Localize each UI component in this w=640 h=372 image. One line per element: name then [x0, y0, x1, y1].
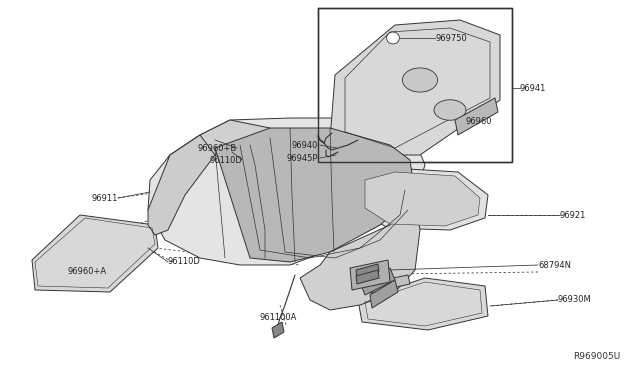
Polygon shape [148, 118, 425, 265]
Text: 96941: 96941 [520, 83, 547, 93]
Polygon shape [350, 260, 390, 290]
Text: 96945P: 96945P [287, 154, 318, 163]
Polygon shape [370, 280, 398, 308]
Text: 96940: 96940 [292, 141, 318, 150]
Polygon shape [356, 270, 379, 284]
Polygon shape [300, 195, 420, 310]
Polygon shape [356, 264, 379, 278]
Polygon shape [272, 322, 284, 338]
Ellipse shape [434, 100, 466, 120]
Polygon shape [330, 20, 500, 155]
Ellipse shape [403, 68, 438, 92]
Text: 96110D: 96110D [168, 257, 201, 266]
Polygon shape [358, 168, 488, 230]
Text: 96930M: 96930M [558, 295, 592, 305]
Text: 96921: 96921 [560, 211, 586, 219]
Text: R969005U: R969005U [573, 352, 621, 361]
Text: 68794N: 68794N [538, 260, 571, 269]
Text: 96911: 96911 [92, 193, 118, 202]
Polygon shape [358, 278, 488, 330]
Polygon shape [318, 8, 512, 162]
Polygon shape [455, 98, 498, 135]
Text: 96960: 96960 [465, 118, 492, 126]
Polygon shape [32, 215, 158, 292]
Ellipse shape [387, 32, 399, 44]
Text: 96960+B: 96960+B [198, 144, 237, 153]
Polygon shape [215, 128, 415, 262]
Text: 961100A: 961100A [259, 314, 297, 323]
Polygon shape [148, 135, 215, 235]
Text: 96960+A: 96960+A [68, 267, 107, 276]
Text: 969750: 969750 [435, 33, 467, 42]
Polygon shape [168, 120, 270, 158]
Polygon shape [368, 275, 410, 293]
Text: 96110D: 96110D [209, 155, 242, 164]
Polygon shape [365, 172, 480, 226]
Polygon shape [360, 268, 395, 295]
